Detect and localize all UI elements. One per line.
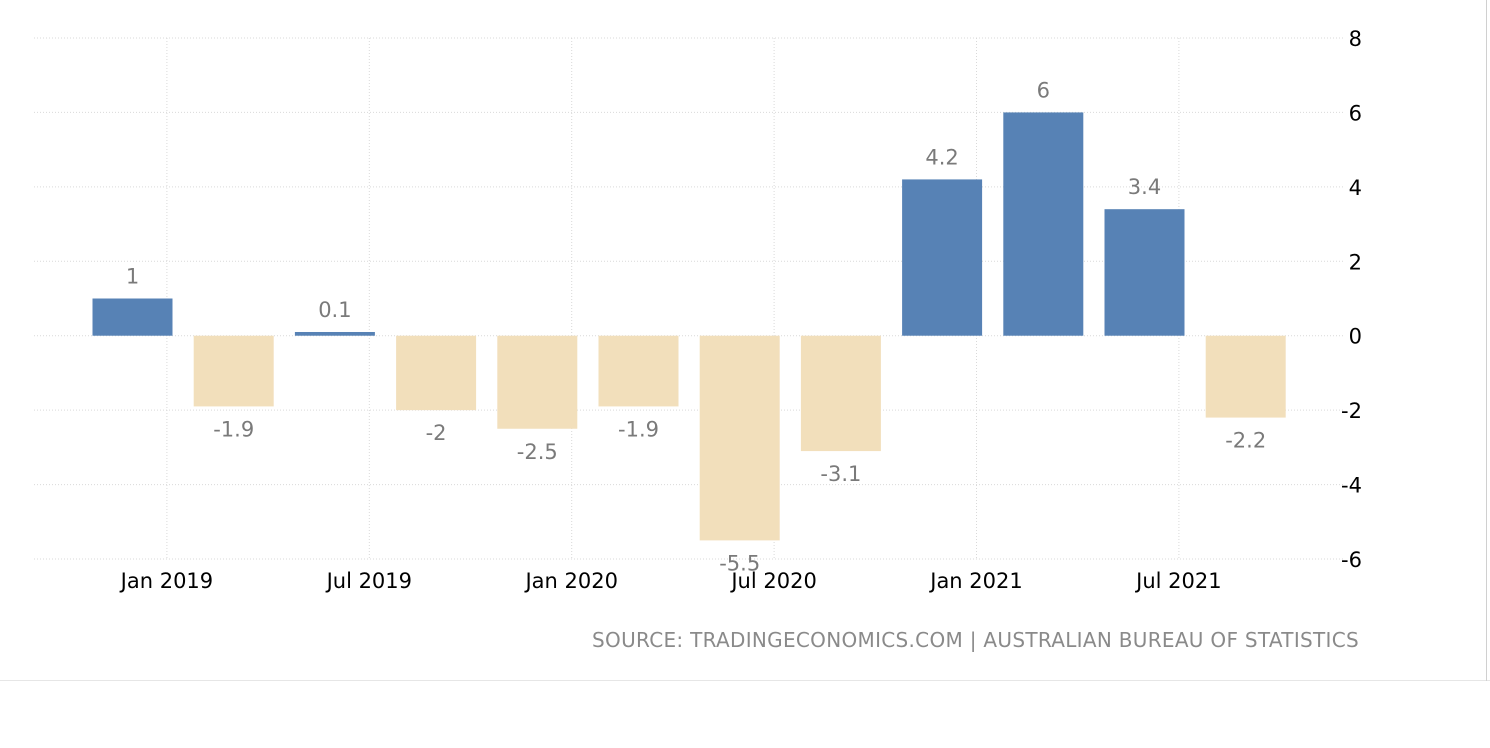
- bar: [92, 298, 173, 336]
- y-axis-ticks: 8 6 4 2 0 -2 -4 -6: [1341, 27, 1362, 572]
- y-tick-label: 2: [1349, 250, 1362, 274]
- y-tick-label: 0: [1349, 325, 1362, 349]
- bars: [92, 112, 1286, 541]
- data-label: 0.1: [318, 298, 351, 322]
- source-attribution: SOURCE: TRADINGECONOMICS.COM | AUSTRALIA…: [592, 628, 1359, 652]
- bar-chart: 1 -1.9 0.1 -2 -2.5 -1.9 -5.5 -3.1 4.2 6 3.4 -2.2 8 6…: [34, 27, 1362, 593]
- data-label: 6: [1037, 78, 1050, 102]
- bar: [598, 335, 679, 407]
- y-tick-label: -4: [1341, 474, 1362, 498]
- data-label: -3.1: [820, 462, 861, 486]
- y-tick-label: -2: [1341, 399, 1362, 423]
- bar: [294, 331, 375, 336]
- data-label: 4.2: [925, 145, 958, 169]
- right-divider: [1486, 0, 1487, 681]
- bar: [699, 335, 780, 541]
- x-tick-label: Jul 2021: [1134, 569, 1221, 593]
- x-tick-label: Jan 2019: [119, 569, 214, 593]
- bar: [396, 335, 477, 411]
- data-label: -1.9: [618, 417, 659, 441]
- y-tick-label: -6: [1341, 548, 1362, 572]
- data-label: 1: [126, 265, 139, 289]
- bar: [1104, 209, 1185, 336]
- data-label: -2: [426, 421, 447, 445]
- x-tick-label: Jul 2020: [729, 569, 816, 593]
- bar: [902, 179, 983, 336]
- bar: [800, 335, 881, 452]
- bar: [193, 335, 274, 407]
- data-label: -2.2: [1225, 429, 1266, 453]
- x-tick-label: Jul 2019: [325, 569, 412, 593]
- x-tick-label: Jan 2021: [928, 569, 1023, 593]
- data-label: 3.4: [1128, 175, 1161, 199]
- bottom-divider: [0, 680, 1490, 681]
- bar: [497, 335, 578, 429]
- data-label: -5.5: [719, 551, 760, 575]
- y-tick-label: 4: [1349, 176, 1362, 200]
- y-tick-label: 8: [1349, 27, 1362, 51]
- bar: [1003, 112, 1084, 336]
- bar: [1205, 335, 1286, 418]
- data-label: -2.5: [517, 440, 558, 464]
- y-tick-label: 6: [1349, 101, 1362, 125]
- x-axis-ticks: Jan 2019 Jul 2019 Jan 2020 Jul 2020 Jan 2021…: [119, 569, 1222, 593]
- x-tick-label: Jan 2020: [523, 569, 618, 593]
- grid-lines: [34, 37, 1343, 560]
- data-labels: 1 -1.9 0.1 -2 -2.5 -1.9 -5.5 -3.1 4.2 6 3.4 -2.2: [126, 78, 1266, 575]
- data-label: -1.9: [213, 417, 254, 441]
